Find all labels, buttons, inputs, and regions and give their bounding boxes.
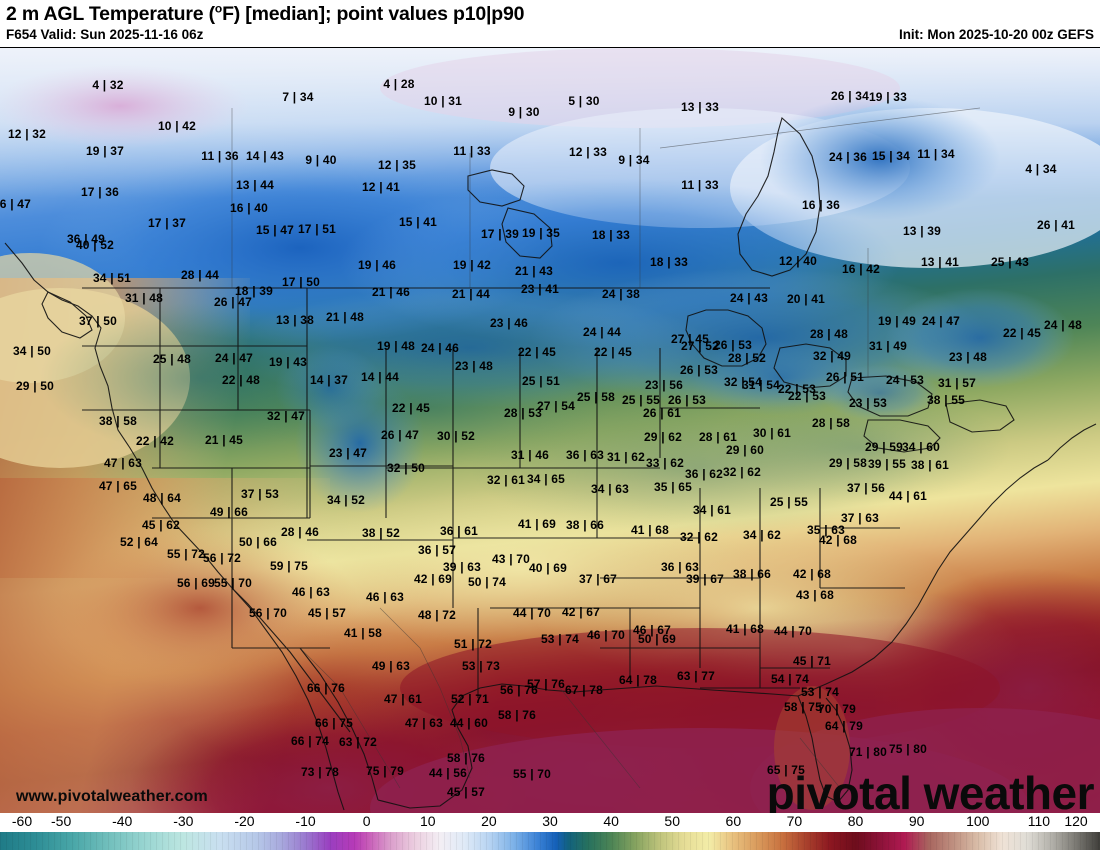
map-borders: [4, 117, 1097, 811]
colorbar-tick: -30: [173, 813, 194, 829]
colorbar-tick: 40: [603, 813, 619, 829]
colorbar-tick: -10: [295, 813, 316, 829]
colorbar-tick-labels: -60 -50 -40 -30 -20 -10 0 10 20 30 40 50 60 70 80 90 100…: [0, 813, 1100, 832]
colorbar-tick: 60: [725, 813, 742, 829]
colorbar-tick: 70: [786, 813, 803, 829]
map-raster: [0, 48, 1100, 814]
colorbar-tick: 0: [362, 813, 371, 829]
page-title: 2 m AGL Temperature (oF) [median]; point…: [6, 1, 525, 26]
valid-time-label: F654 Valid: Sun 2025-11-16 06z: [6, 27, 204, 42]
degree-symbol: o: [214, 1, 223, 16]
title-rest: F) [median]; point values p10|p90: [222, 3, 525, 25]
brand-watermark: pivotal weather: [766, 767, 1095, 815]
colorbar-tick: 50: [664, 813, 681, 829]
colorbar-bin-lines: [0, 832, 1100, 850]
page-header: 2 m AGL Temperature (oF) [median]; point…: [0, 0, 1100, 47]
colorbar-gradient-strip[interactable]: [0, 832, 1100, 850]
site-url-watermark: www.pivotalweather.com: [16, 788, 208, 805]
init-time-label: Init: Mon 2025-10-20 00z GEFS: [898, 27, 1094, 42]
colorbar-tick: 120: [1064, 813, 1088, 829]
colorbar-tick: 20: [481, 813, 497, 829]
colorbar-tick: -20: [234, 813, 255, 829]
colorbar-tick: -60: [11, 813, 33, 829]
colorbar-tick: 110: [1027, 813, 1051, 829]
colorbar-tick: 10: [419, 813, 436, 829]
temperature-map[interactable]: 4 | 32 7 | 34 4 | 28 10 | 31 9 | 30 5 | 30 13 …: [0, 47, 1100, 815]
colorbar[interactable]: -60 -50 -40 -30 -20 -10 0 10 20 30 40 50 60 70 80 90 100…: [0, 813, 1100, 850]
colorbar-tick: 80: [847, 813, 864, 829]
colorbar-tick: 30: [542, 813, 558, 829]
colorbar-tick: -40: [112, 813, 133, 829]
colorbar-tick: 90: [908, 813, 925, 829]
colorbar-tick: -50: [50, 813, 72, 829]
title-main: 2 m AGL Temperature (: [6, 3, 215, 25]
colorbar-tick: 100: [966, 813, 990, 829]
